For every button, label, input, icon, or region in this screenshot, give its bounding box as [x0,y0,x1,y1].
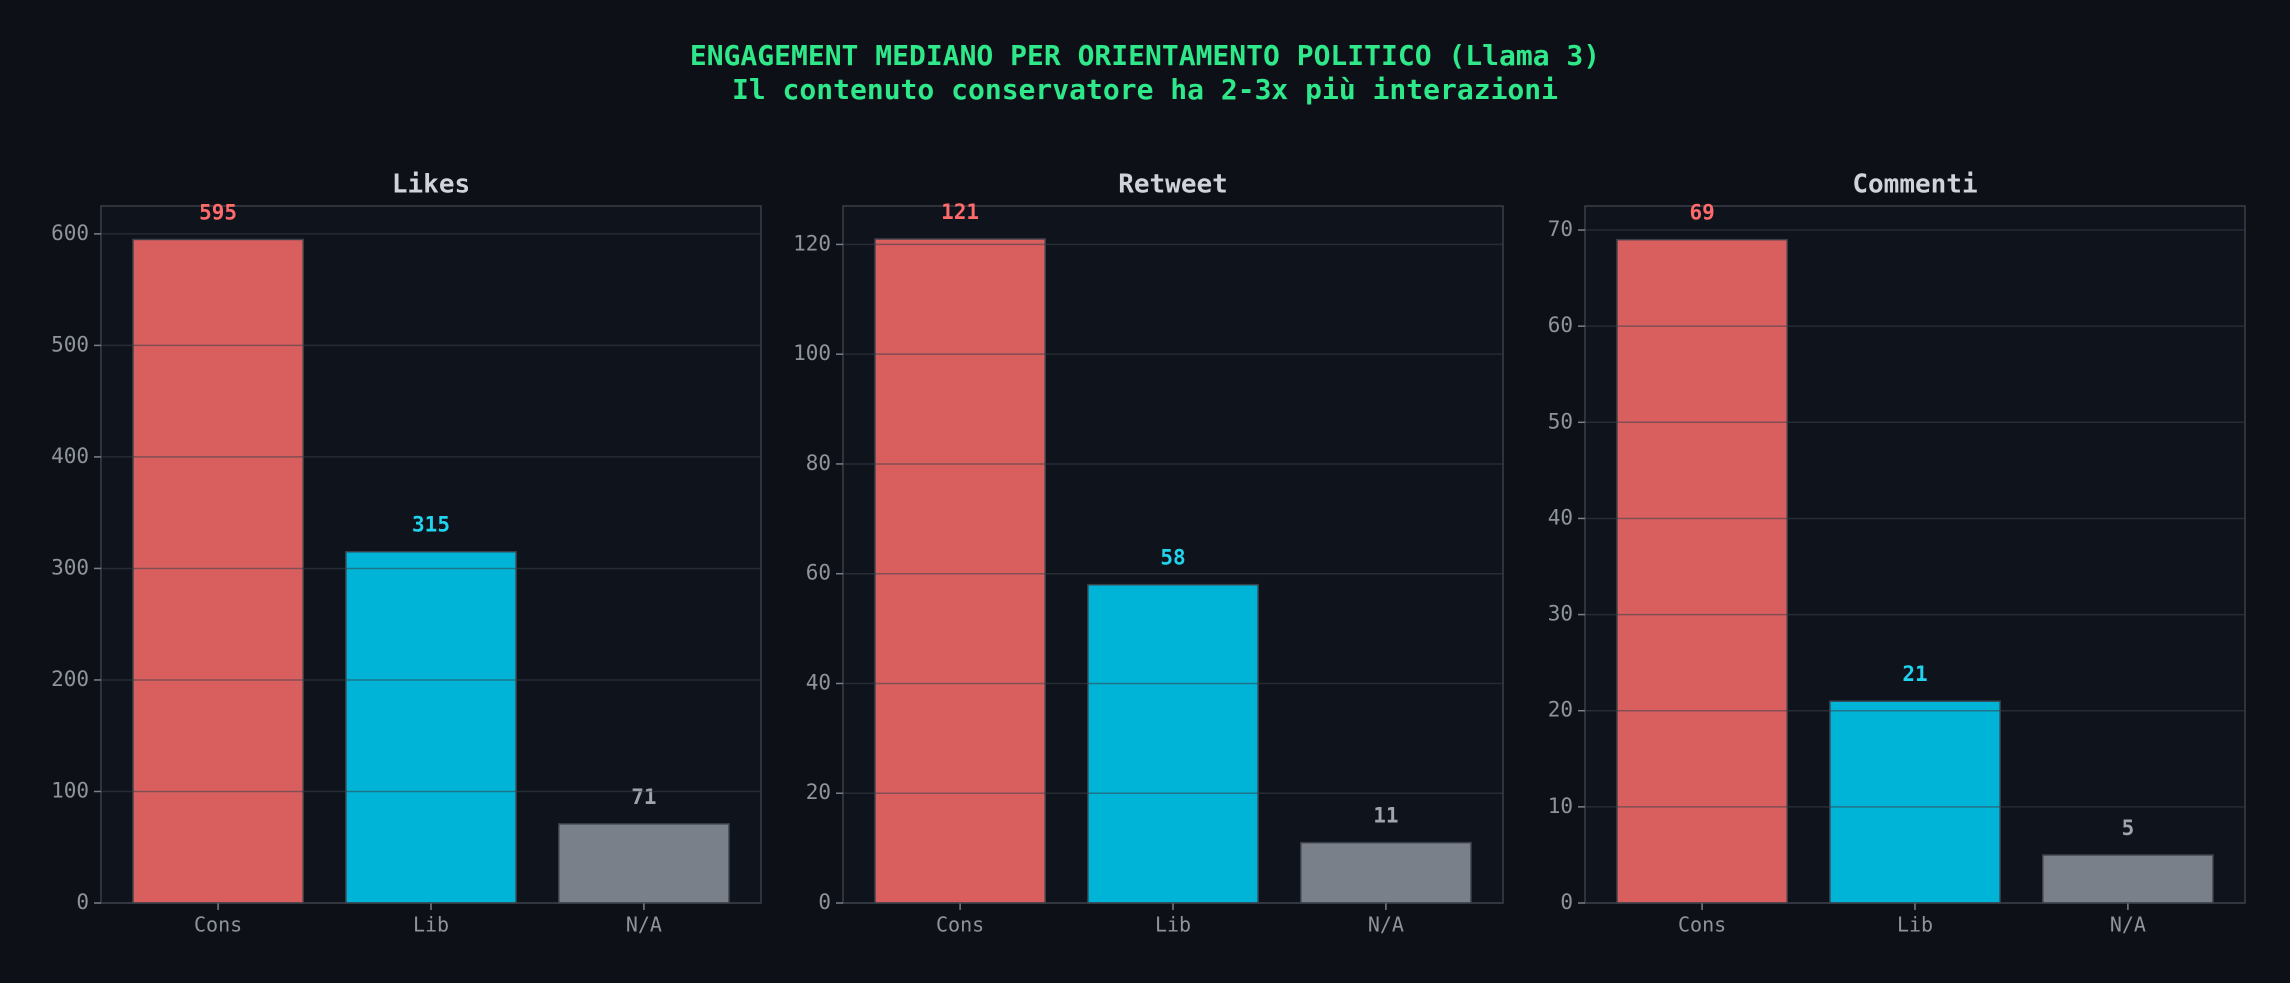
value-label: 71 [631,785,656,809]
y-tick-label: 100 [793,341,831,365]
y-tick-label: 400 [51,444,89,468]
y-tick-label: 70 [1548,217,1573,241]
bar [1616,238,1789,904]
y-tick-label: 30 [1548,602,1573,626]
bar [132,238,305,904]
y-tick-label: 20 [806,780,831,804]
value-label: 315 [412,513,450,537]
value-label: 5 [2122,816,2135,840]
x-tick-label: Cons [1678,913,1726,937]
chart-title: ENGAGEMENT MEDIANO PER ORIENTAMENTO POLI… [690,39,1600,72]
y-tick-label: 20 [1548,698,1573,722]
y-tick-label: 40 [806,670,831,694]
y-tick-label: 0 [76,890,89,914]
y-tick-label: 60 [1548,313,1573,337]
x-tick-label: N/A [626,913,662,937]
y-tick-label: 500 [51,332,89,356]
x-tick-label: Cons [936,913,984,937]
subplot-title: Likes [392,170,470,200]
bar [874,238,1047,904]
x-tick-label: Lib [1897,913,1933,937]
y-tick-label: 600 [51,221,89,245]
y-tick-label: 40 [1548,505,1573,529]
y-tick-label: 300 [51,555,89,579]
y-tick-label: 0 [1560,890,1573,914]
y-tick-label: 120 [793,231,831,255]
bar [1087,583,1259,904]
chart-subtitle: Il contenuto conservatore ha 2-3x più in… [732,73,1558,106]
subplot-title: Commenti [1852,170,1977,200]
value-label: 58 [1160,546,1185,570]
x-tick-label: Cons [194,913,242,937]
bar [2041,854,2214,904]
value-label: 121 [941,200,979,224]
y-tick-label: 80 [806,451,831,475]
x-tick-label: N/A [1368,913,1404,937]
value-label: 21 [1902,662,1927,686]
bar [1299,841,1472,904]
subplot-title: Retweet [1118,170,1228,200]
x-tick-label: Lib [413,913,449,937]
value-label: 69 [1689,201,1714,225]
bar [557,823,730,904]
value-label: 595 [199,200,237,224]
y-tick-label: 0 [818,890,831,914]
bar [345,550,517,904]
bar [1829,700,2001,904]
y-tick-label: 60 [806,561,831,585]
y-tick-label: 100 [51,778,89,802]
x-tick-label: N/A [2110,913,2146,937]
x-tick-label: Lib [1155,913,1191,937]
y-tick-label: 200 [51,667,89,691]
y-tick-label: 50 [1548,409,1573,433]
value-label: 11 [1373,804,1398,828]
y-tick-label: 10 [1548,794,1573,818]
